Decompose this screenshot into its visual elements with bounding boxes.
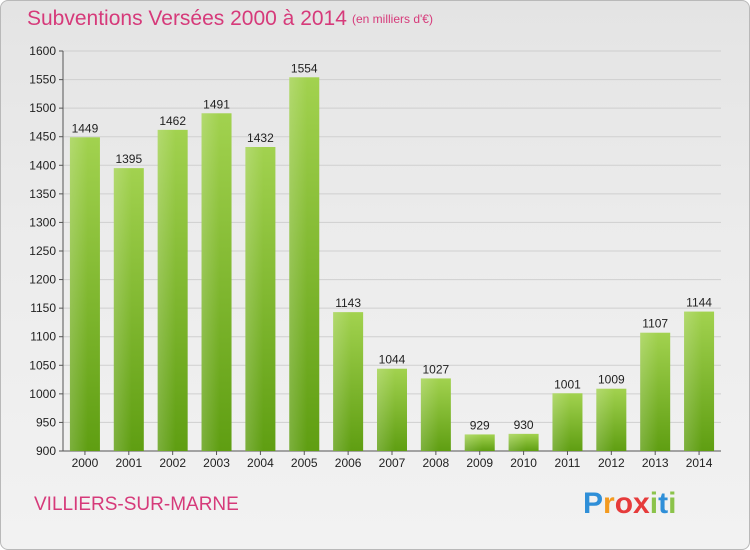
bar-highlight	[245, 147, 276, 451]
x-tick-label: 2001	[115, 456, 142, 470]
logo-letter: P	[583, 487, 604, 520]
x-tick-label: 2000	[72, 456, 99, 470]
x-tick-label: 2012	[598, 456, 625, 470]
value-label: 1143	[335, 296, 361, 310]
y-tick-label: 1250	[29, 244, 56, 258]
y-tick-label: 1550	[29, 73, 56, 87]
value-label: 1107	[642, 317, 668, 331]
bar-highlight	[113, 168, 144, 451]
logo-letter: o	[614, 487, 634, 520]
x-tick-label: 2003	[203, 456, 230, 470]
logo-letter: r	[603, 487, 615, 520]
x-tick-label: 2010	[510, 456, 537, 470]
value-label: 1432	[247, 131, 274, 145]
y-tick-label: 1400	[29, 158, 56, 172]
bar-highlight	[684, 311, 715, 451]
bar-highlight	[552, 393, 583, 451]
value-labels: 1449 1395 1462 1491 1432 1554 1143 1044 1027 929 9…	[72, 61, 713, 432]
logo-letter: i	[649, 487, 659, 520]
x-tick-label: 2004	[247, 456, 274, 470]
bar-highlight	[333, 312, 364, 451]
bar-highlight	[377, 368, 407, 451]
bar-highlight	[69, 137, 100, 452]
bar-highlight	[157, 129, 188, 451]
y-tick-label: 1100	[30, 330, 56, 344]
y-tick-label: 1200	[29, 273, 56, 287]
x-tick-label: 2013	[642, 456, 669, 470]
chart-title: Subventions Versées 2000 à 2014	[27, 7, 347, 30]
x-tick-label: 2011	[555, 456, 581, 470]
x-tick-label: 2008	[423, 456, 450, 470]
unit-label: (en milliers d'€)	[352, 12, 433, 26]
bar-highlight	[464, 434, 495, 451]
y-tick-label: 1350	[29, 187, 56, 201]
x-tick-label: 2002	[159, 456, 186, 470]
value-label: 1027	[423, 362, 450, 376]
y-tick-label: 1050	[29, 358, 56, 372]
value-label: 1044	[379, 353, 406, 367]
value-label: 1449	[72, 121, 99, 135]
y-tick-label: 1600	[29, 44, 56, 58]
y-tick-label: 1300	[29, 215, 56, 229]
value-label: 1144	[686, 296, 712, 310]
logo-letter: x	[633, 487, 650, 520]
bar-highlight	[508, 433, 539, 451]
logo-letter: t	[658, 487, 669, 520]
y-tick-label: 1450	[29, 130, 56, 144]
y-tick-label: 900	[36, 444, 56, 458]
bar-highlight	[289, 77, 320, 452]
value-label: 929	[470, 418, 490, 432]
commune-name: VILLIERS-SUR-MARNE	[34, 494, 239, 515]
bars	[69, 77, 715, 452]
logo-letter: i	[668, 487, 677, 520]
y-tick-label: 1500	[29, 101, 56, 115]
x-tick-label: 2006	[335, 456, 362, 470]
value-label: 930	[514, 418, 534, 432]
bar-highlight	[420, 378, 451, 451]
x-tick-label: 2009	[466, 456, 493, 470]
x-tick-label: 2007	[379, 456, 406, 470]
value-label: 1554	[291, 61, 318, 75]
bar-highlight	[201, 113, 232, 452]
value-label: 1009	[598, 373, 625, 387]
y-tick-label: 950	[36, 415, 56, 429]
proxiti-logo: Proxiti	[583, 487, 676, 521]
bar-highlight	[596, 388, 627, 451]
value-label: 1001	[554, 377, 581, 391]
y-tick-label: 1150	[30, 301, 56, 315]
value-label: 1462	[159, 114, 186, 128]
y-tick-label: 1000	[29, 387, 56, 401]
x-tick-label: 2005	[291, 456, 318, 470]
bar-highlight	[640, 332, 671, 451]
value-label: 1395	[115, 152, 142, 166]
x-tick-label: 2014	[686, 456, 713, 470]
value-label: 1491	[203, 97, 230, 111]
